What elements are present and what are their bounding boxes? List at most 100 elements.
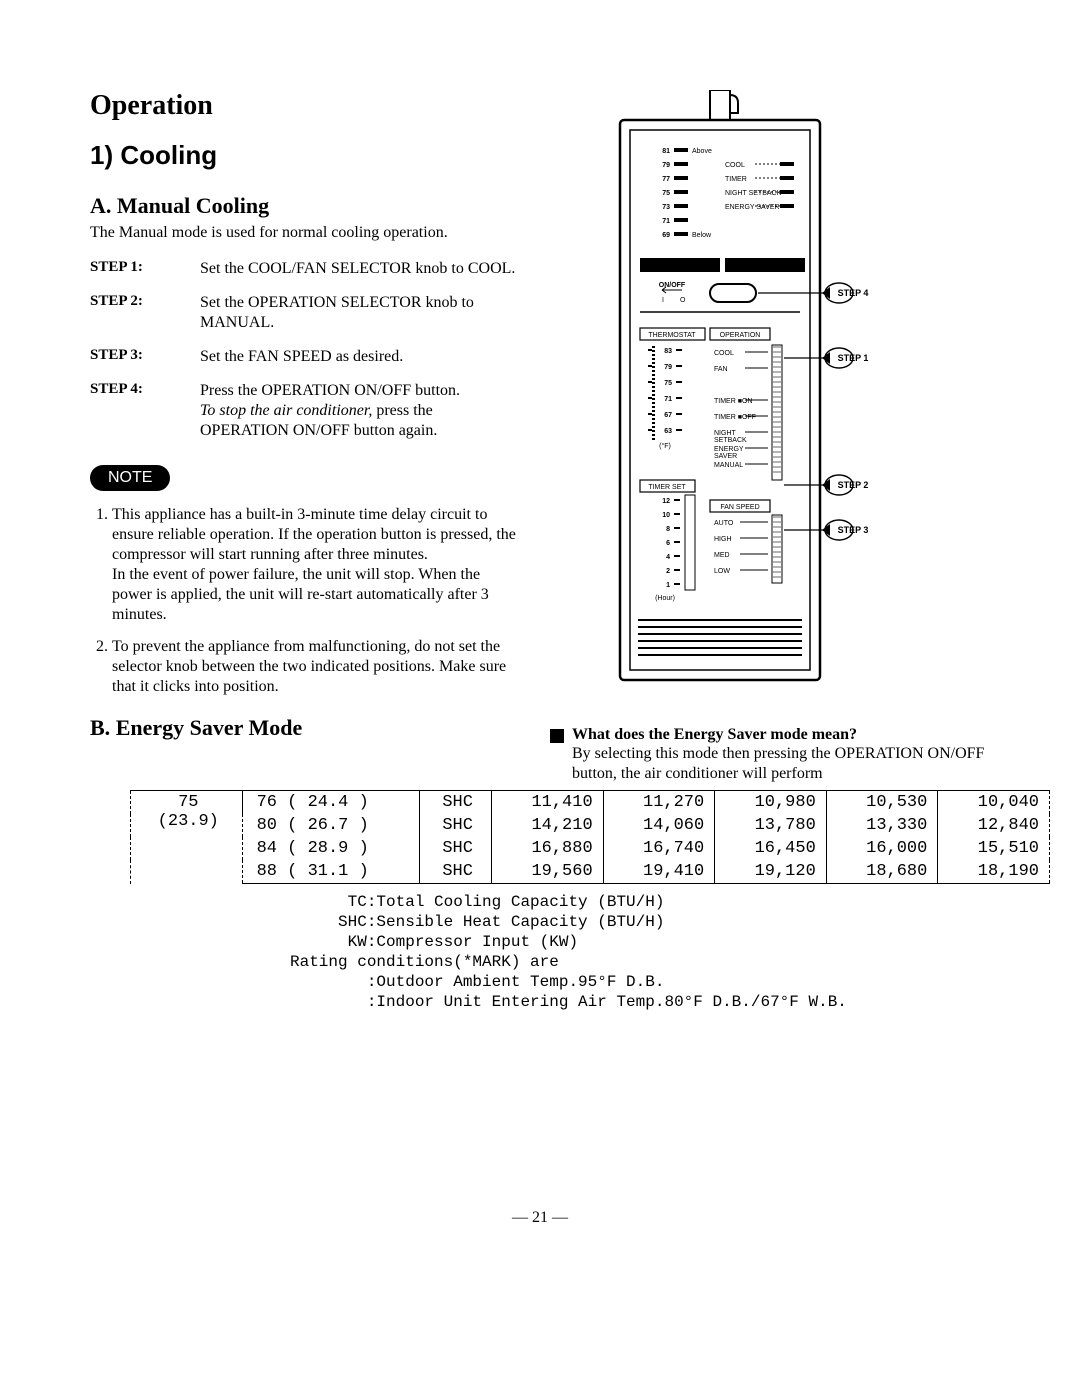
svg-text:75: 75 (662, 190, 670, 197)
subsection-a-letter: A. (90, 193, 111, 218)
table-cell: 76 ( 24.4 ) (242, 791, 420, 815)
table-cell: 19,120 (715, 860, 827, 884)
svg-text:MANUAL: MANUAL (714, 462, 743, 469)
svg-text:STEP 2: STEP 2 (838, 480, 869, 490)
step-text: Press the OPERATION ON/OFF button. To st… (200, 381, 520, 441)
table-cell: 13,780 (715, 814, 827, 837)
svg-text:71: 71 (664, 396, 672, 403)
table-cell: 12,840 (938, 814, 1050, 837)
step-text: Set the FAN SPEED as desired. (200, 347, 520, 367)
svg-text:ENERGY SAVER: ENERGY SAVER (725, 204, 780, 211)
table-cell: 10,530 (826, 791, 938, 815)
table-cell: 16,880 (492, 837, 604, 860)
table-cell: 16,450 (715, 837, 827, 860)
svg-text:FAN: FAN (714, 366, 728, 373)
data-table: 75 (23.9) 76 ( 24.4 ) SHC 11,410 11,270 … (130, 790, 1050, 884)
svg-text:MED: MED (714, 552, 730, 559)
energy-saver-body: By selecting this mode then pressing the… (572, 744, 990, 784)
svg-text:TIMER ■ON: TIMER ■ON (714, 398, 752, 405)
table-cell: 14,210 (492, 814, 604, 837)
table-cell: 11,410 (492, 791, 604, 815)
svg-text:77: 77 (662, 176, 670, 183)
note-badge: NOTE (90, 465, 170, 491)
table-cell: 10,980 (715, 791, 827, 815)
table-cell: 18,680 (826, 860, 938, 884)
svg-text:8: 8 (666, 526, 670, 533)
svg-text:12: 12 (662, 498, 670, 505)
step-text: Set the COOL/FAN SELECTOR knob to COOL. (200, 259, 520, 279)
svg-text:2: 2 (666, 568, 670, 575)
table-cell: 13,330 (826, 814, 938, 837)
svg-text:79: 79 (664, 364, 672, 371)
svg-text:83: 83 (664, 348, 672, 355)
step-label: STEP 4: (90, 381, 200, 441)
panel-band-room-temp: ROOM TEMP. (658, 263, 702, 270)
table-cell: SHC (420, 791, 492, 815)
svg-text:79: 79 (662, 162, 670, 169)
table-cell: 15,510 (938, 837, 1050, 860)
svg-text:SETBACK: SETBACK (714, 437, 747, 444)
square-bullet-icon (550, 729, 564, 743)
step-row: STEP 3: Set the FAN SPEED as desired. (90, 347, 520, 367)
table-cell: 88 ( 31.1 ) (242, 860, 420, 884)
section-number: 1) (90, 140, 113, 170)
svg-text:75: 75 (664, 380, 672, 387)
svg-text:TIMER ■OFF: TIMER ■OFF (714, 414, 756, 421)
table-cell: 19,560 (492, 860, 604, 884)
panel-svg: 81797775737169AboveBelowCOOLTIMERNIGHT S… (590, 90, 950, 710)
step-row: STEP 1: Set the COOL/FAN SELECTOR knob t… (90, 259, 520, 279)
svg-text:STEP 3: STEP 3 (838, 525, 869, 535)
note-item: This appliance has a built-in 3-minute t… (112, 505, 520, 625)
panel-onoff: ON/OFF (659, 282, 686, 289)
panel-timer-set: TIMER SET (648, 484, 686, 491)
note-item: To prevent the appliance from malfunctio… (112, 637, 520, 697)
svg-text:COOL: COOL (725, 162, 745, 169)
step-text-italic: To stop the air conditioner, (200, 402, 372, 419)
steps-list: STEP 1: Set the COOL/FAN SELECTOR knob t… (90, 259, 520, 441)
svg-text:I: I (662, 297, 664, 304)
svg-text:63: 63 (664, 428, 672, 435)
subsection-a-title: Manual Cooling (117, 193, 269, 218)
section-heading: 1) Cooling (90, 140, 520, 171)
table-legend: TC:Total Cooling Capacity (BTU/H) SHC:Se… (290, 892, 990, 1012)
svg-text:Above: Above (692, 148, 712, 155)
table-cell: 84 ( 28.9 ) (242, 837, 420, 860)
table-cell: 11,270 (603, 791, 715, 815)
svg-text:Below: Below (692, 232, 712, 239)
step-row: STEP 2: Set the OPERATION SELECTOR knob … (90, 293, 520, 333)
svg-text:81: 81 (662, 148, 670, 155)
svg-text:SAVER: SAVER (714, 453, 737, 460)
table-cell: 18,190 (938, 860, 1050, 884)
subsection-b-title: Energy Saver Mode (116, 715, 303, 740)
svg-text:LOW: LOW (714, 568, 730, 575)
svg-text:AUTO: AUTO (714, 520, 734, 527)
step-label: STEP 1: (90, 259, 200, 279)
step-row: STEP 4: Press the OPERATION ON/OFF butto… (90, 381, 520, 441)
page-title: Operation (90, 90, 520, 122)
svg-text:COOL: COOL (714, 350, 734, 357)
panel-thermostat: THERMOSTAT (648, 332, 696, 339)
control-panel-diagram: 81797775737169AboveBelowCOOLTIMERNIGHT S… (590, 90, 950, 710)
svg-text:ENERGY: ENERGY (714, 446, 744, 453)
svg-text:TIMER: TIMER (725, 176, 747, 183)
svg-text:69: 69 (662, 232, 670, 239)
subsection-a-heading: A. Manual Cooling (90, 193, 520, 219)
table-row: 80 ( 26.7 ) SHC 14,210 14,060 13,780 13,… (131, 814, 1050, 837)
svg-text:NIGHT SETBACK: NIGHT SETBACK (725, 190, 782, 197)
svg-text:1: 1 (666, 582, 670, 589)
svg-text:6: 6 (666, 540, 670, 547)
notes-list: This appliance has a built-in 3-minute t… (90, 505, 520, 697)
section-title: Cooling (120, 140, 217, 170)
page-number: — 21 — (0, 1209, 1080, 1227)
panel-fan-header: FAN SPEED (720, 504, 759, 511)
table-row: 84 ( 28.9 ) SHC 16,880 16,740 16,450 16,… (131, 837, 1050, 860)
data-table-wrap: 75 (23.9) 76 ( 24.4 ) SHC 11,410 11,270 … (90, 790, 990, 884)
step-text: Set the OPERATION SELECTOR knob to MANUA… (200, 293, 520, 333)
svg-text:STEP 4: STEP 4 (838, 288, 869, 298)
table-cell: SHC (420, 837, 492, 860)
step-label: STEP 3: (90, 347, 200, 367)
table-cell: 80 ( 26.7 ) (242, 814, 420, 837)
svg-text:4: 4 (666, 554, 670, 561)
step-label: STEP 2: (90, 293, 200, 333)
table-row: 88 ( 31.1 ) SHC 19,560 19,410 19,120 18,… (131, 860, 1050, 884)
